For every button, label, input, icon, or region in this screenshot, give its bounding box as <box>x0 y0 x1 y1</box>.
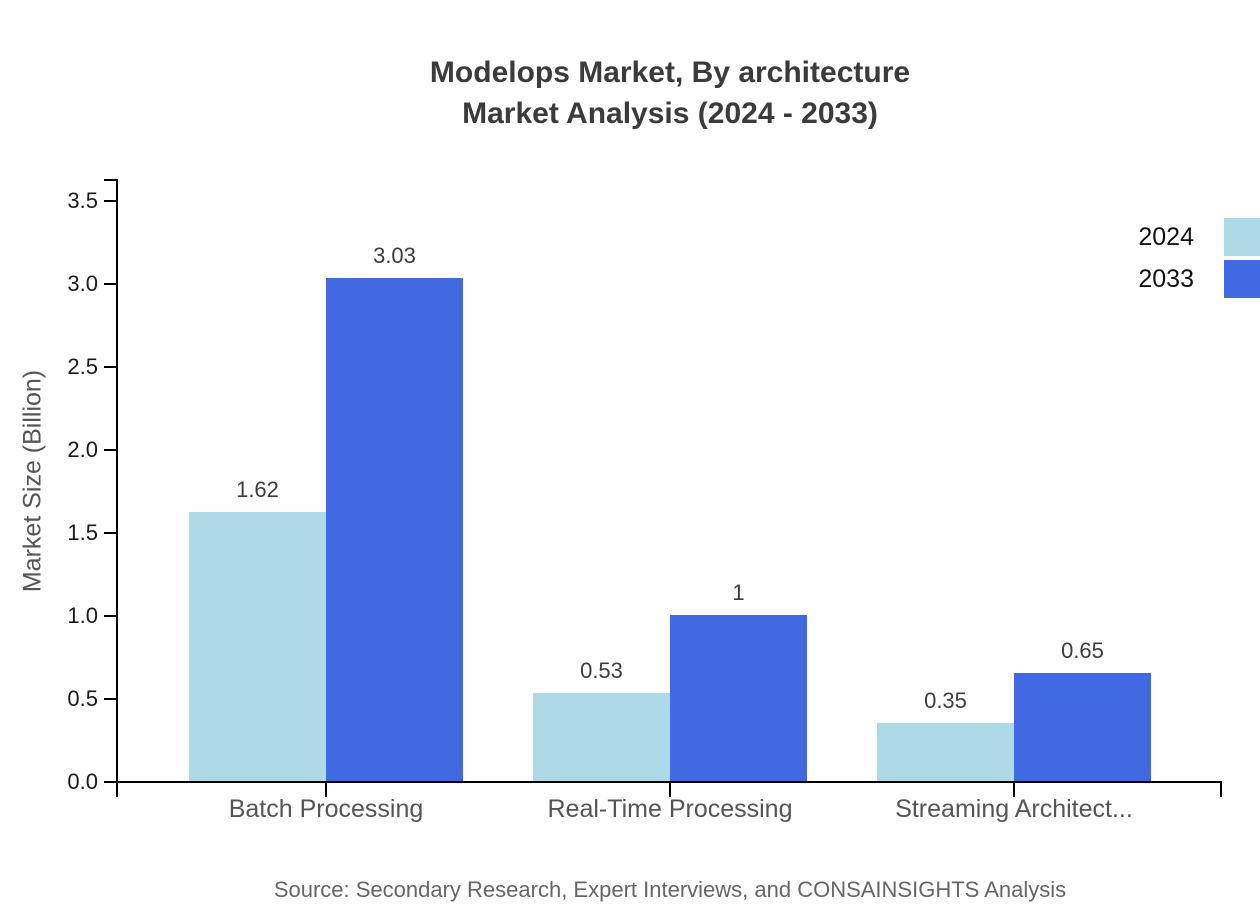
bar-value-label: 1 <box>732 580 745 605</box>
x-category-label: Streaming Architect... <box>895 795 1133 823</box>
x-tick-mark <box>325 781 327 797</box>
x-category-label: Real-Time Processing <box>547 795 793 823</box>
y-tick-label: 2.0 <box>67 437 98 462</box>
chart-title-line1: Modelops Market, By architecture <box>429 56 911 89</box>
y-tick-mark <box>104 781 118 783</box>
bar-2033-3 <box>1014 673 1151 781</box>
y-tick-label: 2.5 <box>67 354 98 379</box>
bar-value-label: 0.65 <box>1061 638 1104 663</box>
y-axis-top-cap <box>104 179 118 181</box>
x-category-label: Batch Processing <box>228 795 424 823</box>
y-tick-mark <box>104 615 118 617</box>
bar-value-label: 0.35 <box>924 688 967 713</box>
bar-2033-1 <box>326 278 463 781</box>
legend-item-2033: 2033 <box>1138 258 1260 300</box>
y-tick-label: 3.0 <box>67 271 98 296</box>
source-note: Source: Secondary Research, Expert Inter… <box>273 877 1067 902</box>
chart-title: Modelops Market, By architecture Market … <box>118 52 1222 134</box>
y-tick-mark <box>104 698 118 700</box>
bar-value-label: 1.62 <box>236 477 279 502</box>
bar-2024-3 <box>877 723 1014 781</box>
y-tick-mark <box>104 366 118 368</box>
legend-item-2024: 2024 <box>1138 216 1260 258</box>
y-tick-label: 0.0 <box>67 769 98 794</box>
y-tick-label: 1.0 <box>67 603 98 628</box>
legend-label: 2024 <box>1138 222 1194 251</box>
legend-label: 2033 <box>1138 264 1194 293</box>
y-tick-mark <box>104 283 118 285</box>
y-tick-mark <box>104 532 118 534</box>
y-tick-label: 0.5 <box>67 686 98 711</box>
bar-2033-2 <box>670 615 807 781</box>
y-tick-mark <box>104 200 118 202</box>
y-tick-label: 1.5 <box>67 520 98 545</box>
y-axis-title: Market Size (Billion) <box>18 369 47 593</box>
bar-2024-2 <box>533 693 670 781</box>
x-tick-mark <box>1013 781 1015 797</box>
chart-title-line2: Market Analysis (2024 - 2033) <box>462 97 878 130</box>
bar-2024-1 <box>189 512 326 781</box>
y-axis-line <box>116 180 118 797</box>
x-axis-end-cap <box>1220 781 1222 797</box>
y-tick-label: 3.5 <box>67 188 98 213</box>
legend-swatch <box>1224 218 1260 256</box>
bar-value-label: 3.03 <box>373 243 416 268</box>
legend-swatch <box>1224 260 1260 298</box>
bar-value-label: 0.53 <box>580 658 623 683</box>
y-tick-mark <box>104 449 118 451</box>
legend: 2024 2033 <box>1138 216 1260 300</box>
x-tick-mark <box>669 781 671 797</box>
